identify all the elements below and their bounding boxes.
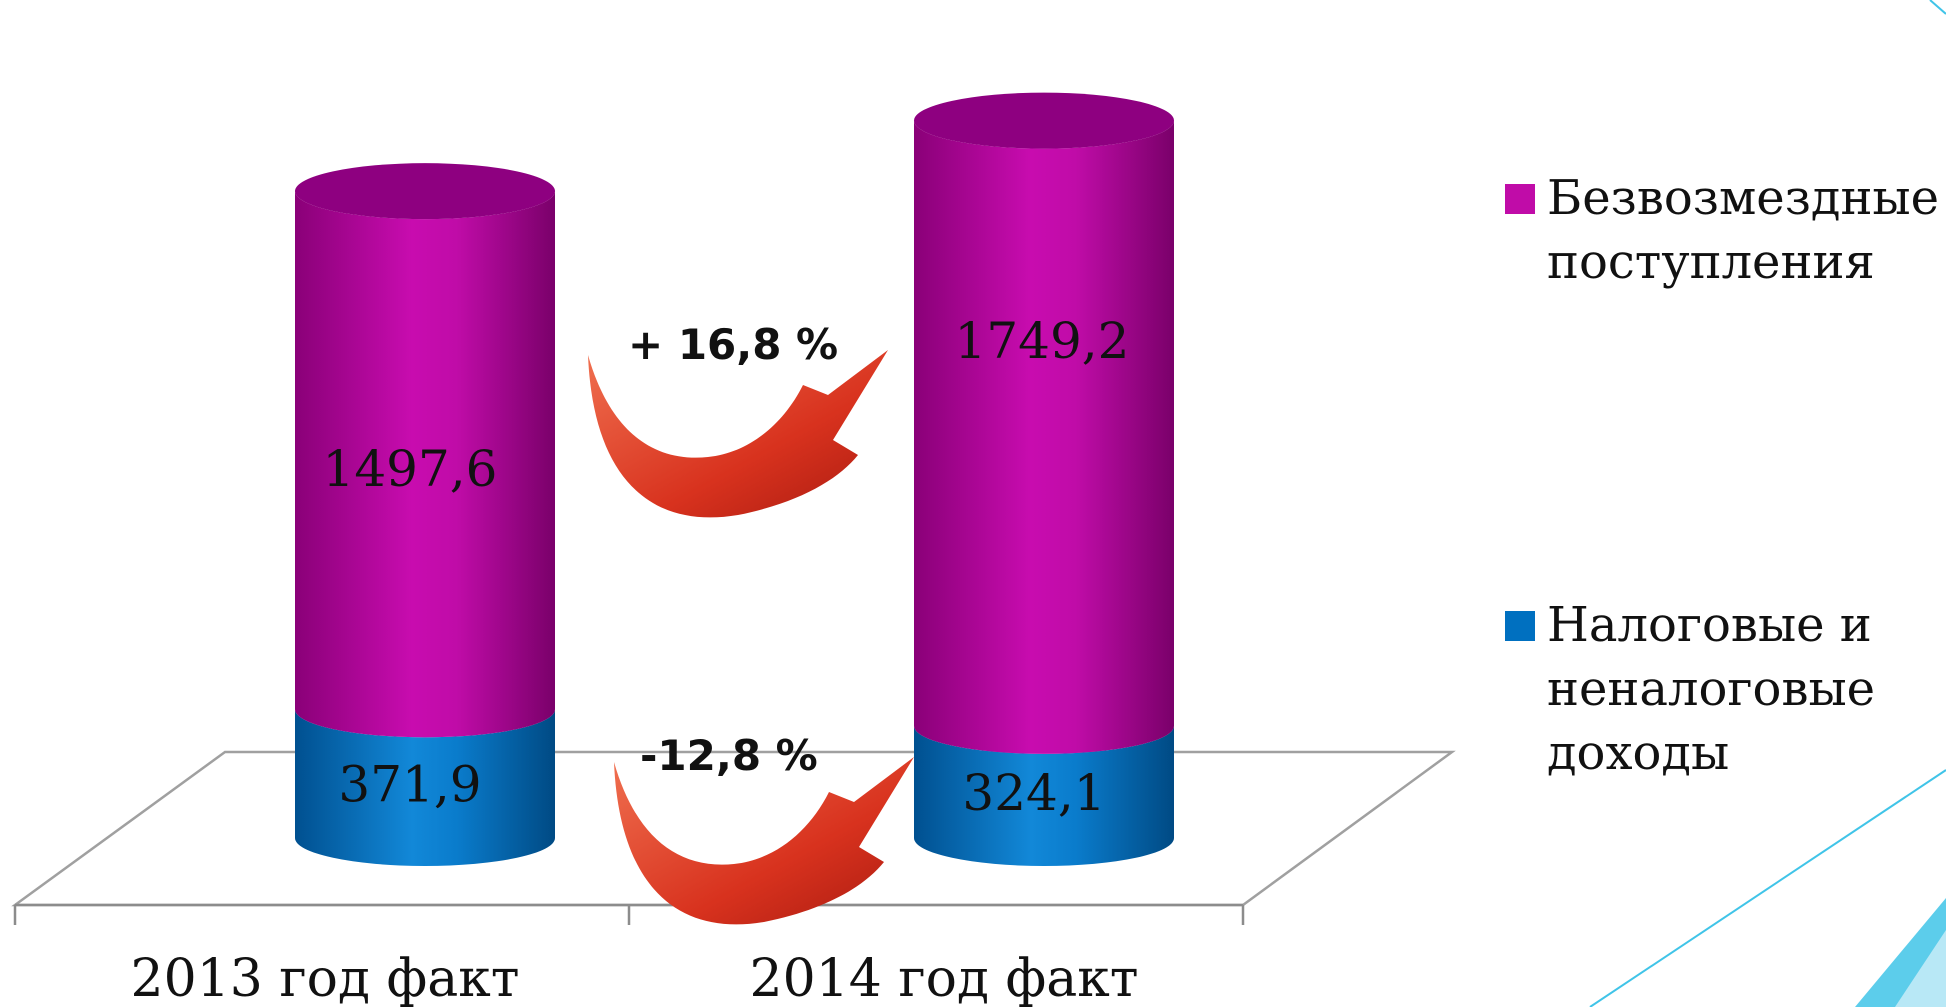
decor-triangle <box>1895 930 1946 1007</box>
arrow-grants <box>588 350 888 518</box>
bar-top-cap <box>914 92 1174 149</box>
bar-segment-grants <box>914 120 1174 754</box>
data-label: 324,1 <box>962 764 1105 822</box>
legend-swatch <box>1505 184 1535 214</box>
legend-item-1: Налоговые и неналоговые доходы <box>1505 593 1946 785</box>
bar-segment-grants <box>295 191 555 738</box>
decor-line <box>1589 769 1946 1007</box>
change-arrows <box>588 350 914 925</box>
data-label: 371,9 <box>338 756 481 814</box>
percent-change-label: -12,8 % <box>640 731 818 780</box>
labels-group: 2013 год факт 2014 год факт 371,9 1497,6 324… <box>131 312 1139 1007</box>
legend-swatch <box>1505 611 1535 641</box>
legend-item-0: Безвозмездные поступления <box>1505 166 1946 294</box>
legend-label: Налоговые и неналоговые доходы <box>1547 597 1876 781</box>
category-label: 2013 год факт <box>131 949 520 1007</box>
bar-segment-tax-revenue <box>295 709 555 866</box>
bar-segment-tax-revenue <box>914 725 1174 866</box>
arrow-tax <box>614 757 914 925</box>
curved-arrow-up-icon <box>614 757 914 925</box>
bars-group <box>295 92 1174 866</box>
data-label: 1749,2 <box>955 312 1130 370</box>
curved-arrow-up-icon <box>588 350 888 518</box>
data-label: 1497,6 <box>323 440 498 498</box>
legend-label: Безвозмездные поступления <box>1547 170 1940 290</box>
decor-line <box>1929 0 1946 15</box>
percent-change-label: + 16,8 % <box>628 320 838 369</box>
bar-top-cap <box>295 163 555 220</box>
category-label: 2014 год факт <box>750 949 1139 1007</box>
decor-accent <box>1589 0 1946 1007</box>
